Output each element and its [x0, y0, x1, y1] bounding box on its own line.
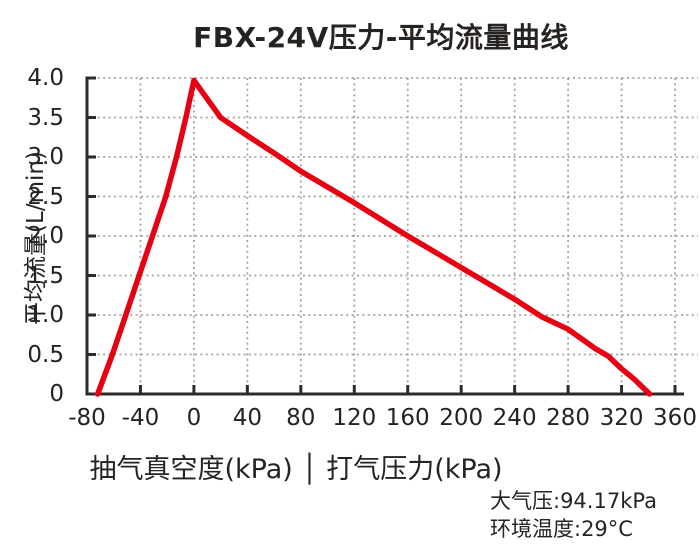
x-tick-label: 200 — [439, 405, 484, 431]
x-tick-label: 280 — [546, 405, 591, 431]
y-tick-label: 2.0 — [27, 223, 64, 249]
x-tick-label: 80 — [286, 405, 316, 431]
x-tick-label: -80 — [68, 405, 106, 431]
y-tick-label: 2.5 — [27, 183, 64, 210]
atmospheric-pressure-note: 大气压:94.17kPa — [490, 489, 657, 513]
y-tick-label: 4.0 — [27, 65, 64, 91]
x-tick-label: 120 — [332, 405, 377, 431]
y-tick-label: 1.5 — [27, 262, 64, 289]
y-tick-label: 1.0 — [27, 302, 64, 328]
ambient-temperature-note: 环境温度:29°C — [490, 517, 633, 541]
x-tick-label: 360 — [653, 405, 697, 431]
x-tick-label: 0 — [186, 405, 202, 431]
x-tick-label: 160 — [385, 405, 430, 431]
x-axis-title: 抽气真空度(kPa) │ 打气压力(kPa) — [89, 454, 503, 485]
y-tick-label: 0.5 — [27, 341, 64, 368]
x-tick-label: -40 — [121, 405, 160, 431]
y-tick-label: 3.5 — [27, 104, 64, 131]
x-tick-label: 40 — [232, 405, 262, 431]
x-tick-label: 240 — [492, 405, 537, 431]
y-tick-label: 3.0 — [27, 144, 64, 170]
flow-curve — [94, 77, 653, 397]
chart-annotations: 大气压:94.17kPa 环境温度:29°C — [490, 487, 657, 543]
x-tick-label: 320 — [599, 405, 644, 431]
chart-title: FBX-24V压力-平均流量曲线 — [193, 21, 569, 54]
y-tick-label: 0 — [49, 381, 64, 407]
